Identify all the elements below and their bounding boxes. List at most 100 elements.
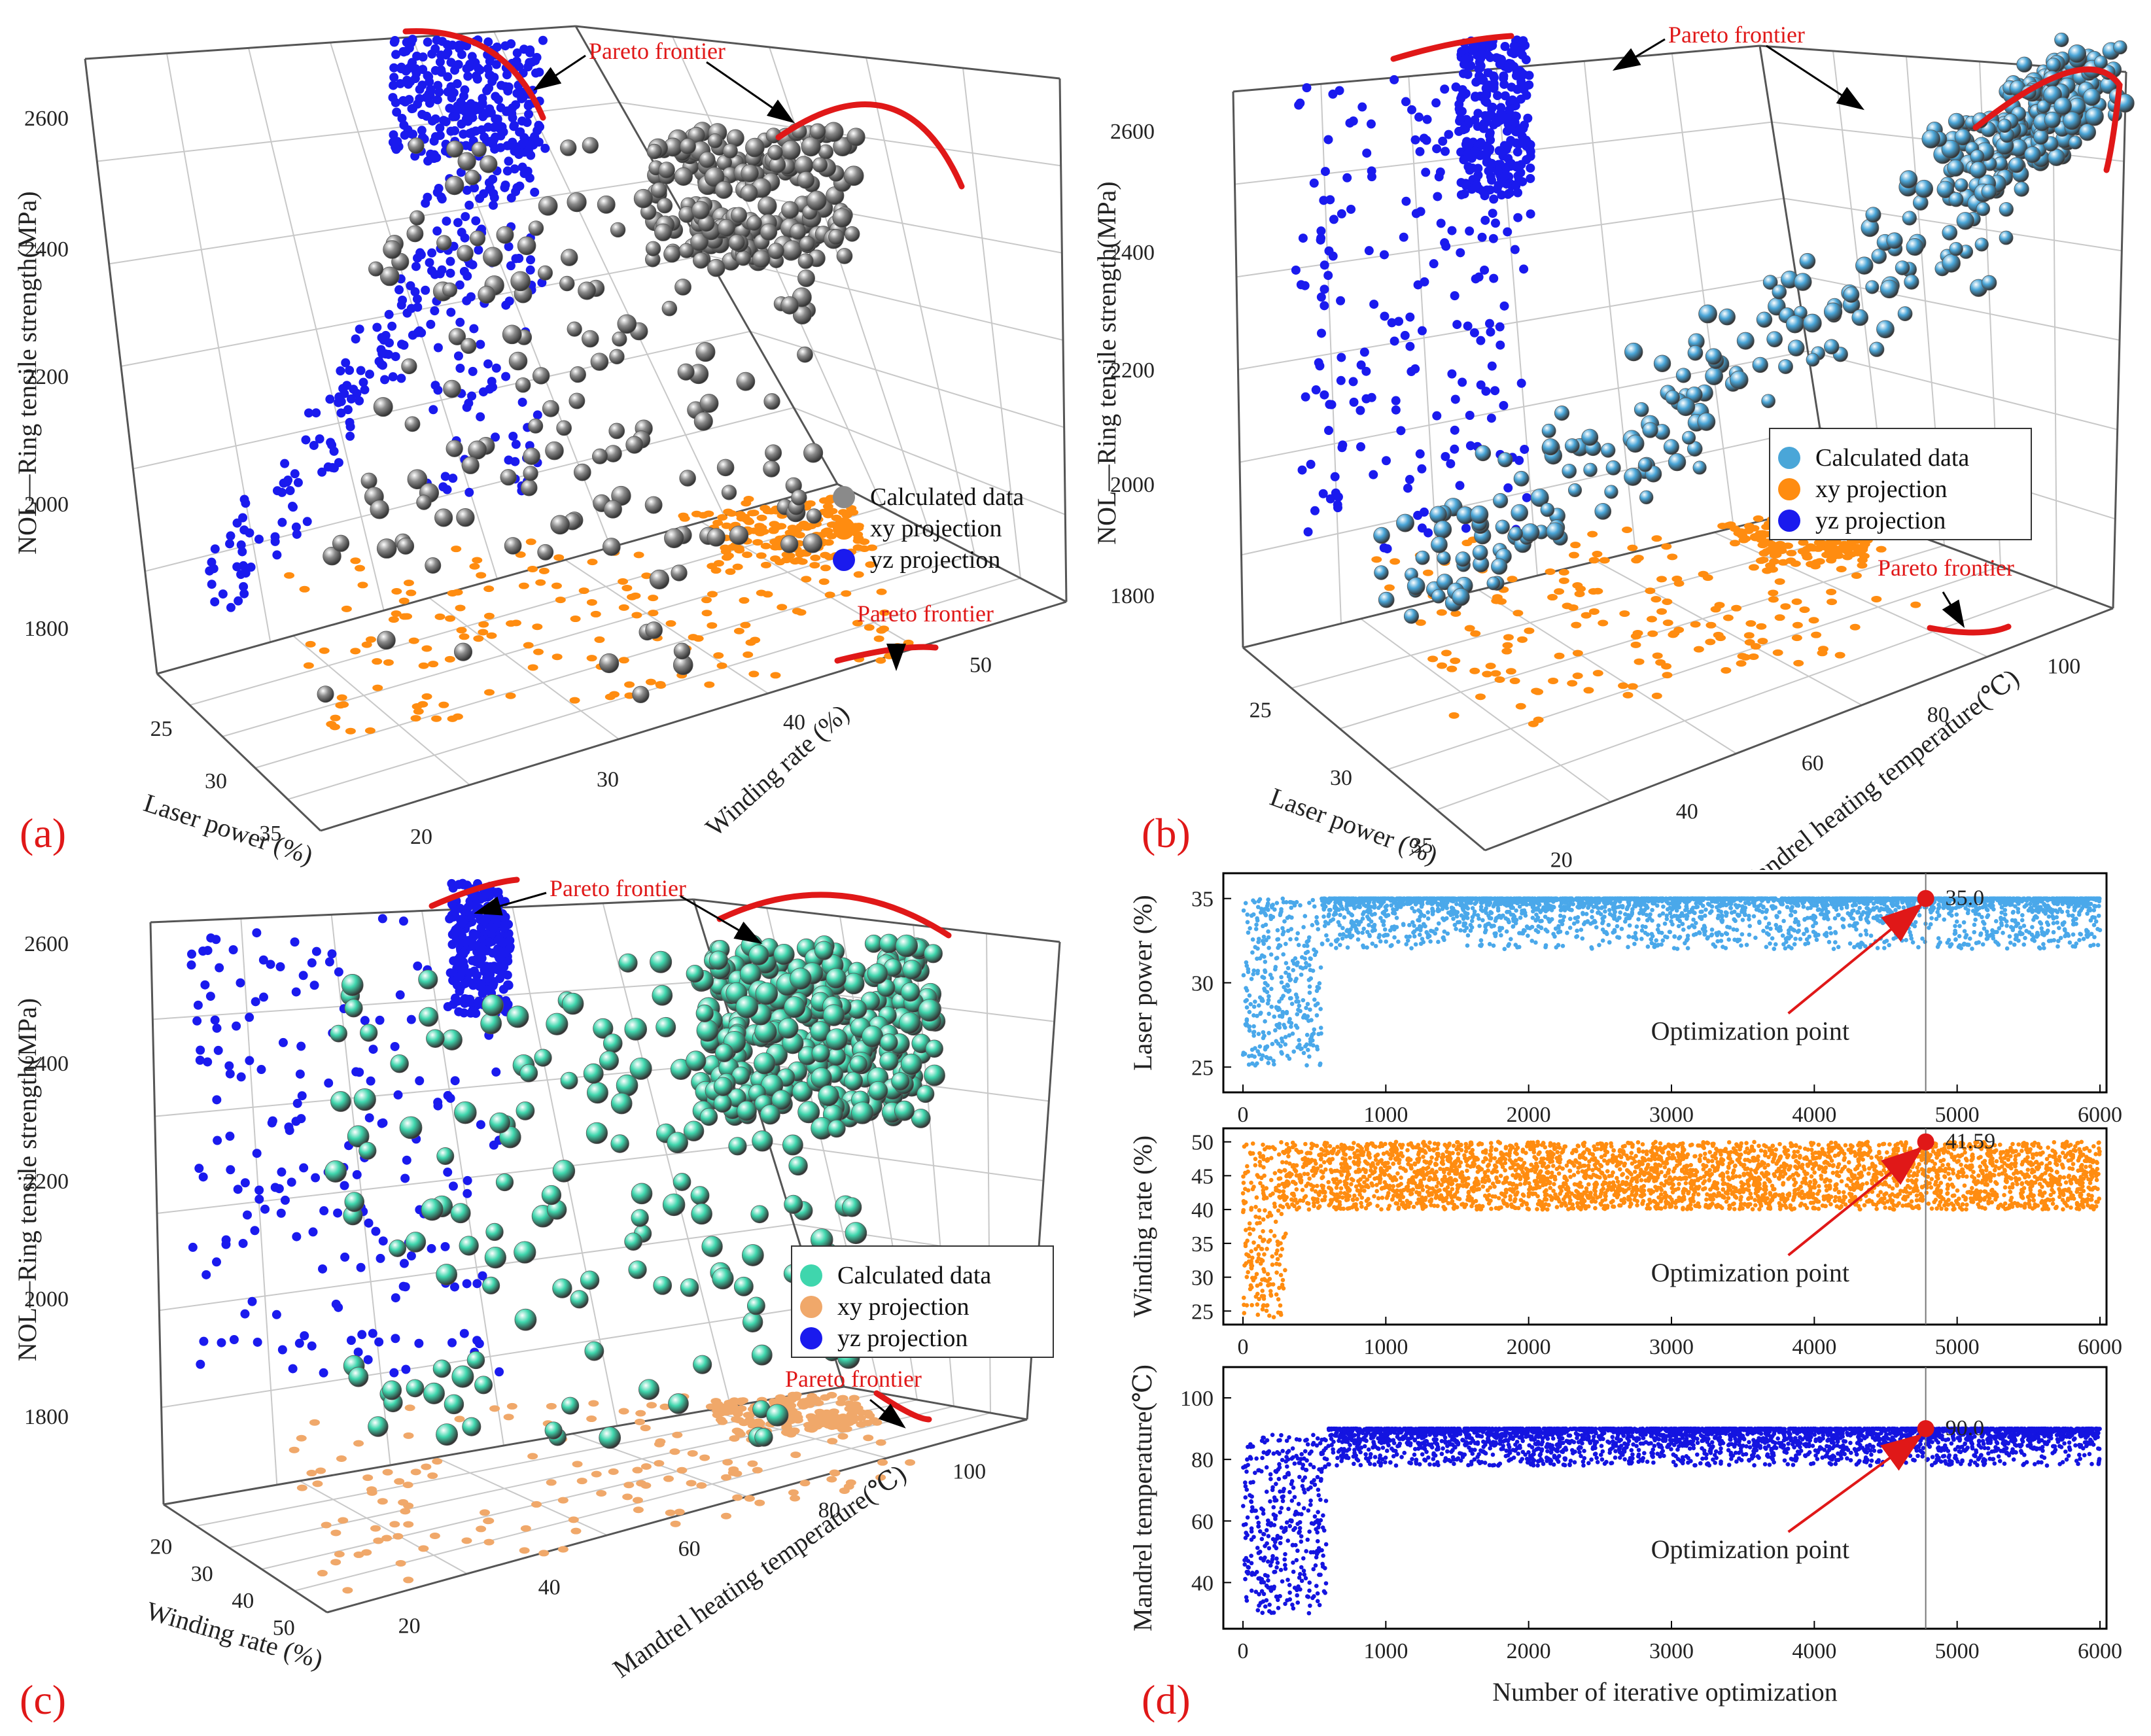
calculated-point bbox=[686, 1050, 707, 1071]
xy-projection-point bbox=[362, 1474, 374, 1482]
yz-projection-point bbox=[1336, 375, 1346, 385]
yz-projection-point bbox=[436, 50, 446, 60]
xy-projection-point bbox=[822, 512, 833, 519]
calculated-point bbox=[586, 1082, 608, 1104]
yz-projection-point bbox=[1497, 54, 1507, 64]
xy-projection-point bbox=[748, 510, 760, 517]
yz-projection-point bbox=[1519, 264, 1529, 274]
xy-projection-point bbox=[866, 544, 877, 551]
yz-projection-point bbox=[394, 285, 404, 295]
calculated-point bbox=[496, 226, 514, 244]
calculated-point bbox=[1373, 527, 1390, 544]
yz-projection-point bbox=[1294, 100, 1304, 110]
xy-projection-point bbox=[1618, 682, 1629, 689]
yz-projection-point bbox=[277, 487, 287, 497]
yz-projection-point bbox=[384, 309, 394, 319]
grid-line bbox=[1478, 589, 1737, 754]
calculated-point bbox=[1936, 181, 1955, 198]
yz-projection-point bbox=[450, 126, 460, 135]
calculated-point bbox=[1415, 550, 1430, 565]
yz-projection-point bbox=[360, 1016, 370, 1026]
yz-projection-point bbox=[226, 602, 236, 612]
xy-projection-point bbox=[877, 1459, 888, 1466]
xy-projection-point bbox=[454, 1415, 465, 1423]
yz-projection-point bbox=[414, 1338, 424, 1348]
calculated-point bbox=[677, 363, 695, 381]
yz-projection-point bbox=[415, 1076, 425, 1086]
calculated-point bbox=[707, 258, 726, 277]
yz-projection-point bbox=[336, 408, 346, 418]
yz-projection-point bbox=[1521, 55, 1531, 65]
xy-projection-point bbox=[1767, 566, 1778, 573]
yz-projection-point bbox=[455, 364, 465, 373]
yz-projection-point bbox=[355, 324, 364, 334]
iteration-point bbox=[2002, 912, 2008, 917]
iteration-point bbox=[2085, 911, 2090, 916]
yz-projection-point bbox=[456, 97, 466, 107]
xy-projection-point bbox=[1572, 650, 1583, 657]
yz-projection-point bbox=[1366, 119, 1376, 129]
calculated-point bbox=[567, 192, 587, 213]
grid-line bbox=[189, 507, 884, 706]
yz-projection-point bbox=[1356, 442, 1366, 452]
calculated-point bbox=[752, 250, 771, 268]
yz-projection-point bbox=[1450, 444, 1460, 454]
yz-projection-point bbox=[298, 971, 308, 981]
calculated-point bbox=[784, 996, 806, 1018]
yz-projection-point bbox=[1456, 94, 1466, 103]
iteration-point bbox=[1814, 937, 1819, 943]
iteration-point bbox=[1360, 930, 1365, 935]
xy-projection-point bbox=[370, 1525, 381, 1532]
xy-projection-point bbox=[648, 595, 659, 602]
iteration-point bbox=[1468, 922, 1473, 928]
yz-projection-point bbox=[1355, 406, 1365, 415]
xy-projection-point bbox=[591, 1470, 602, 1478]
iteration-point bbox=[2091, 922, 2097, 928]
yz-projection-point bbox=[194, 1164, 204, 1173]
yz-projection-point bbox=[260, 1204, 270, 1214]
yz-projection-point bbox=[1357, 102, 1367, 112]
calculated-point bbox=[570, 1290, 589, 1309]
xy-projection-point bbox=[1588, 557, 1600, 564]
iteration-point bbox=[1310, 923, 1315, 928]
grid-line bbox=[428, 597, 620, 740]
calculated-point bbox=[397, 537, 415, 555]
yz-projection-point bbox=[515, 127, 525, 137]
yz-projection-point bbox=[450, 1076, 460, 1086]
calculated-point bbox=[1642, 422, 1658, 438]
xy-projection-point bbox=[1554, 652, 1565, 659]
xy-projection-point bbox=[1813, 539, 1825, 546]
xy-projection-point bbox=[434, 613, 446, 620]
xy-projection-point bbox=[1780, 603, 1791, 610]
yz-projection-point bbox=[408, 130, 417, 139]
yz-projection-point bbox=[1342, 173, 1352, 182]
calculated-point bbox=[1676, 397, 1696, 417]
yz-projection-point bbox=[346, 1336, 356, 1345]
calculated-point bbox=[478, 285, 496, 304]
yz-projection-point bbox=[423, 37, 432, 47]
calculated-point bbox=[868, 1081, 888, 1101]
calculated-point bbox=[408, 137, 425, 154]
yz-projection-point bbox=[461, 937, 470, 947]
yz-projection-point bbox=[1327, 400, 1337, 409]
iteration-point bbox=[1285, 982, 1290, 987]
pareto-arrow bbox=[706, 61, 795, 124]
xy-projection-point bbox=[608, 1468, 619, 1475]
yz-projection-point bbox=[1323, 135, 1333, 145]
xy-projection-point bbox=[853, 571, 864, 578]
calculated-point bbox=[347, 1125, 370, 1148]
calculated-point bbox=[1431, 536, 1448, 553]
z-tick-label: 2000 bbox=[1110, 473, 1155, 497]
yz-projection-point bbox=[489, 193, 499, 203]
calculated-point bbox=[514, 1308, 537, 1331]
iteration-point bbox=[1976, 912, 1982, 917]
yz-projection-point bbox=[1477, 232, 1487, 242]
iteration-point bbox=[1289, 905, 1294, 911]
calculated-point bbox=[421, 1198, 444, 1221]
yz-projection-point bbox=[478, 1271, 487, 1281]
axis-edge bbox=[1058, 78, 1068, 602]
yz-projection-point bbox=[430, 306, 440, 316]
calculated-point bbox=[483, 247, 503, 268]
yz-projection-point bbox=[418, 52, 428, 62]
iteration-point bbox=[1530, 905, 1535, 910]
